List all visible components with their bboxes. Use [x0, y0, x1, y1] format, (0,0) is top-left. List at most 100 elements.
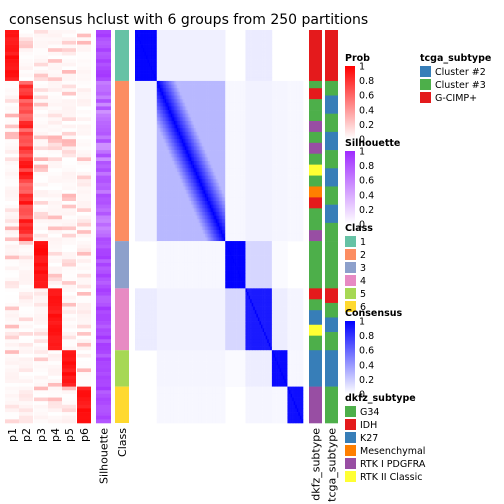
consensus-cell — [144, 161, 147, 165]
consensus-cell — [223, 120, 226, 125]
consensus-cell — [237, 120, 240, 125]
consensus-cell — [181, 37, 184, 42]
consensus-cell — [138, 30, 140, 34]
consensus-cell — [225, 91, 228, 96]
consensus-cell — [292, 128, 294, 133]
consensus-cell — [197, 40, 200, 45]
consensus-cell — [243, 150, 246, 155]
consensus-cell — [183, 44, 186, 49]
consensus-cell — [234, 124, 237, 129]
consensus-cell — [275, 153, 277, 158]
consensus-cell — [268, 33, 271, 38]
consensus-cell — [191, 44, 193, 49]
consensus-cell — [159, 142, 162, 147]
consensus-cell — [181, 157, 184, 162]
consensus-cell — [195, 146, 198, 151]
consensus-cell — [161, 157, 164, 162]
consensus-cell — [145, 153, 148, 158]
consensus-cell — [167, 40, 170, 45]
consensus-cell — [149, 73, 151, 78]
consensus-cell — [285, 128, 288, 133]
consensus-cell — [161, 30, 164, 34]
consensus-cell — [259, 51, 262, 56]
consensus-cell — [172, 55, 175, 60]
consensus-cell — [170, 131, 173, 136]
consensus-cell — [194, 142, 196, 147]
consensus-cell — [191, 139, 193, 144]
consensus-cell — [152, 73, 154, 78]
consensus-cell — [178, 55, 181, 60]
consensus-cell — [265, 153, 268, 158]
consensus-cell — [194, 59, 196, 64]
consensus-cell — [166, 48, 168, 53]
consensus-cell — [186, 33, 189, 38]
consensus-cell — [198, 40, 201, 45]
consensus-cell — [214, 62, 217, 67]
consensus-cell — [147, 95, 150, 100]
consensus-cell — [215, 84, 218, 89]
consensus-cell — [223, 59, 226, 64]
consensus-cell — [242, 110, 245, 114]
consensus-cell — [153, 102, 156, 107]
consensus-cell — [259, 142, 262, 147]
consensus-cell — [195, 80, 198, 85]
consensus-cell — [292, 110, 294, 114]
consensus-cell — [184, 62, 187, 67]
consensus-cell — [166, 95, 168, 100]
consensus-cell — [135, 51, 137, 56]
consensus-cell — [267, 128, 270, 133]
consensus-cell — [259, 30, 262, 34]
consensus-cell — [223, 139, 226, 144]
consensus-cell — [226, 84, 229, 89]
consensus-cell — [209, 70, 212, 74]
consensus-cell — [201, 113, 204, 118]
consensus-cell — [267, 106, 270, 111]
consensus-cell — [212, 117, 215, 122]
consensus-cell — [265, 70, 268, 74]
consensus-cell — [231, 120, 234, 125]
consensus-cell — [135, 99, 137, 104]
consensus-cell — [229, 128, 232, 133]
consensus-cell — [175, 44, 178, 49]
consensus-cell — [181, 113, 184, 118]
consensus-cell — [173, 110, 176, 114]
consensus-cell — [150, 146, 153, 151]
consensus-cell — [265, 120, 268, 125]
consensus-cell — [153, 128, 156, 133]
consensus-cell — [166, 62, 168, 67]
consensus-cell — [206, 128, 209, 133]
consensus-cell — [265, 91, 268, 96]
consensus-cell — [268, 51, 271, 56]
consensus-cell — [287, 157, 290, 162]
consensus-cell — [240, 120, 243, 125]
consensus-cell — [284, 99, 287, 104]
consensus-cell — [142, 37, 145, 42]
consensus-cell — [229, 124, 232, 129]
consensus-cell — [153, 120, 156, 125]
consensus-cell — [289, 88, 291, 93]
consensus-cell — [212, 131, 215, 136]
consensus-cell — [295, 84, 298, 89]
consensus-cell — [214, 30, 217, 34]
consensus-cell — [222, 117, 224, 122]
consensus-cell — [153, 135, 156, 140]
consensus-cell — [264, 139, 266, 144]
consensus-cell — [200, 135, 203, 140]
consensus-cell — [237, 80, 240, 85]
consensus-cell — [172, 146, 175, 151]
consensus-cell — [234, 142, 237, 147]
consensus-cell — [209, 124, 212, 129]
consensus-cell — [206, 131, 209, 136]
consensus-cell — [158, 33, 161, 38]
consensus-cell — [206, 150, 209, 155]
consensus-cell — [247, 113, 249, 118]
consensus-cell — [166, 59, 168, 64]
consensus-cell — [149, 37, 151, 42]
consensus-cell — [141, 142, 144, 147]
consensus-cell — [181, 30, 184, 34]
consensus-cell — [214, 142, 217, 147]
consensus-cell — [214, 80, 217, 85]
consensus-cell — [194, 120, 196, 125]
consensus-cell — [219, 95, 221, 100]
consensus-cell — [167, 128, 170, 133]
